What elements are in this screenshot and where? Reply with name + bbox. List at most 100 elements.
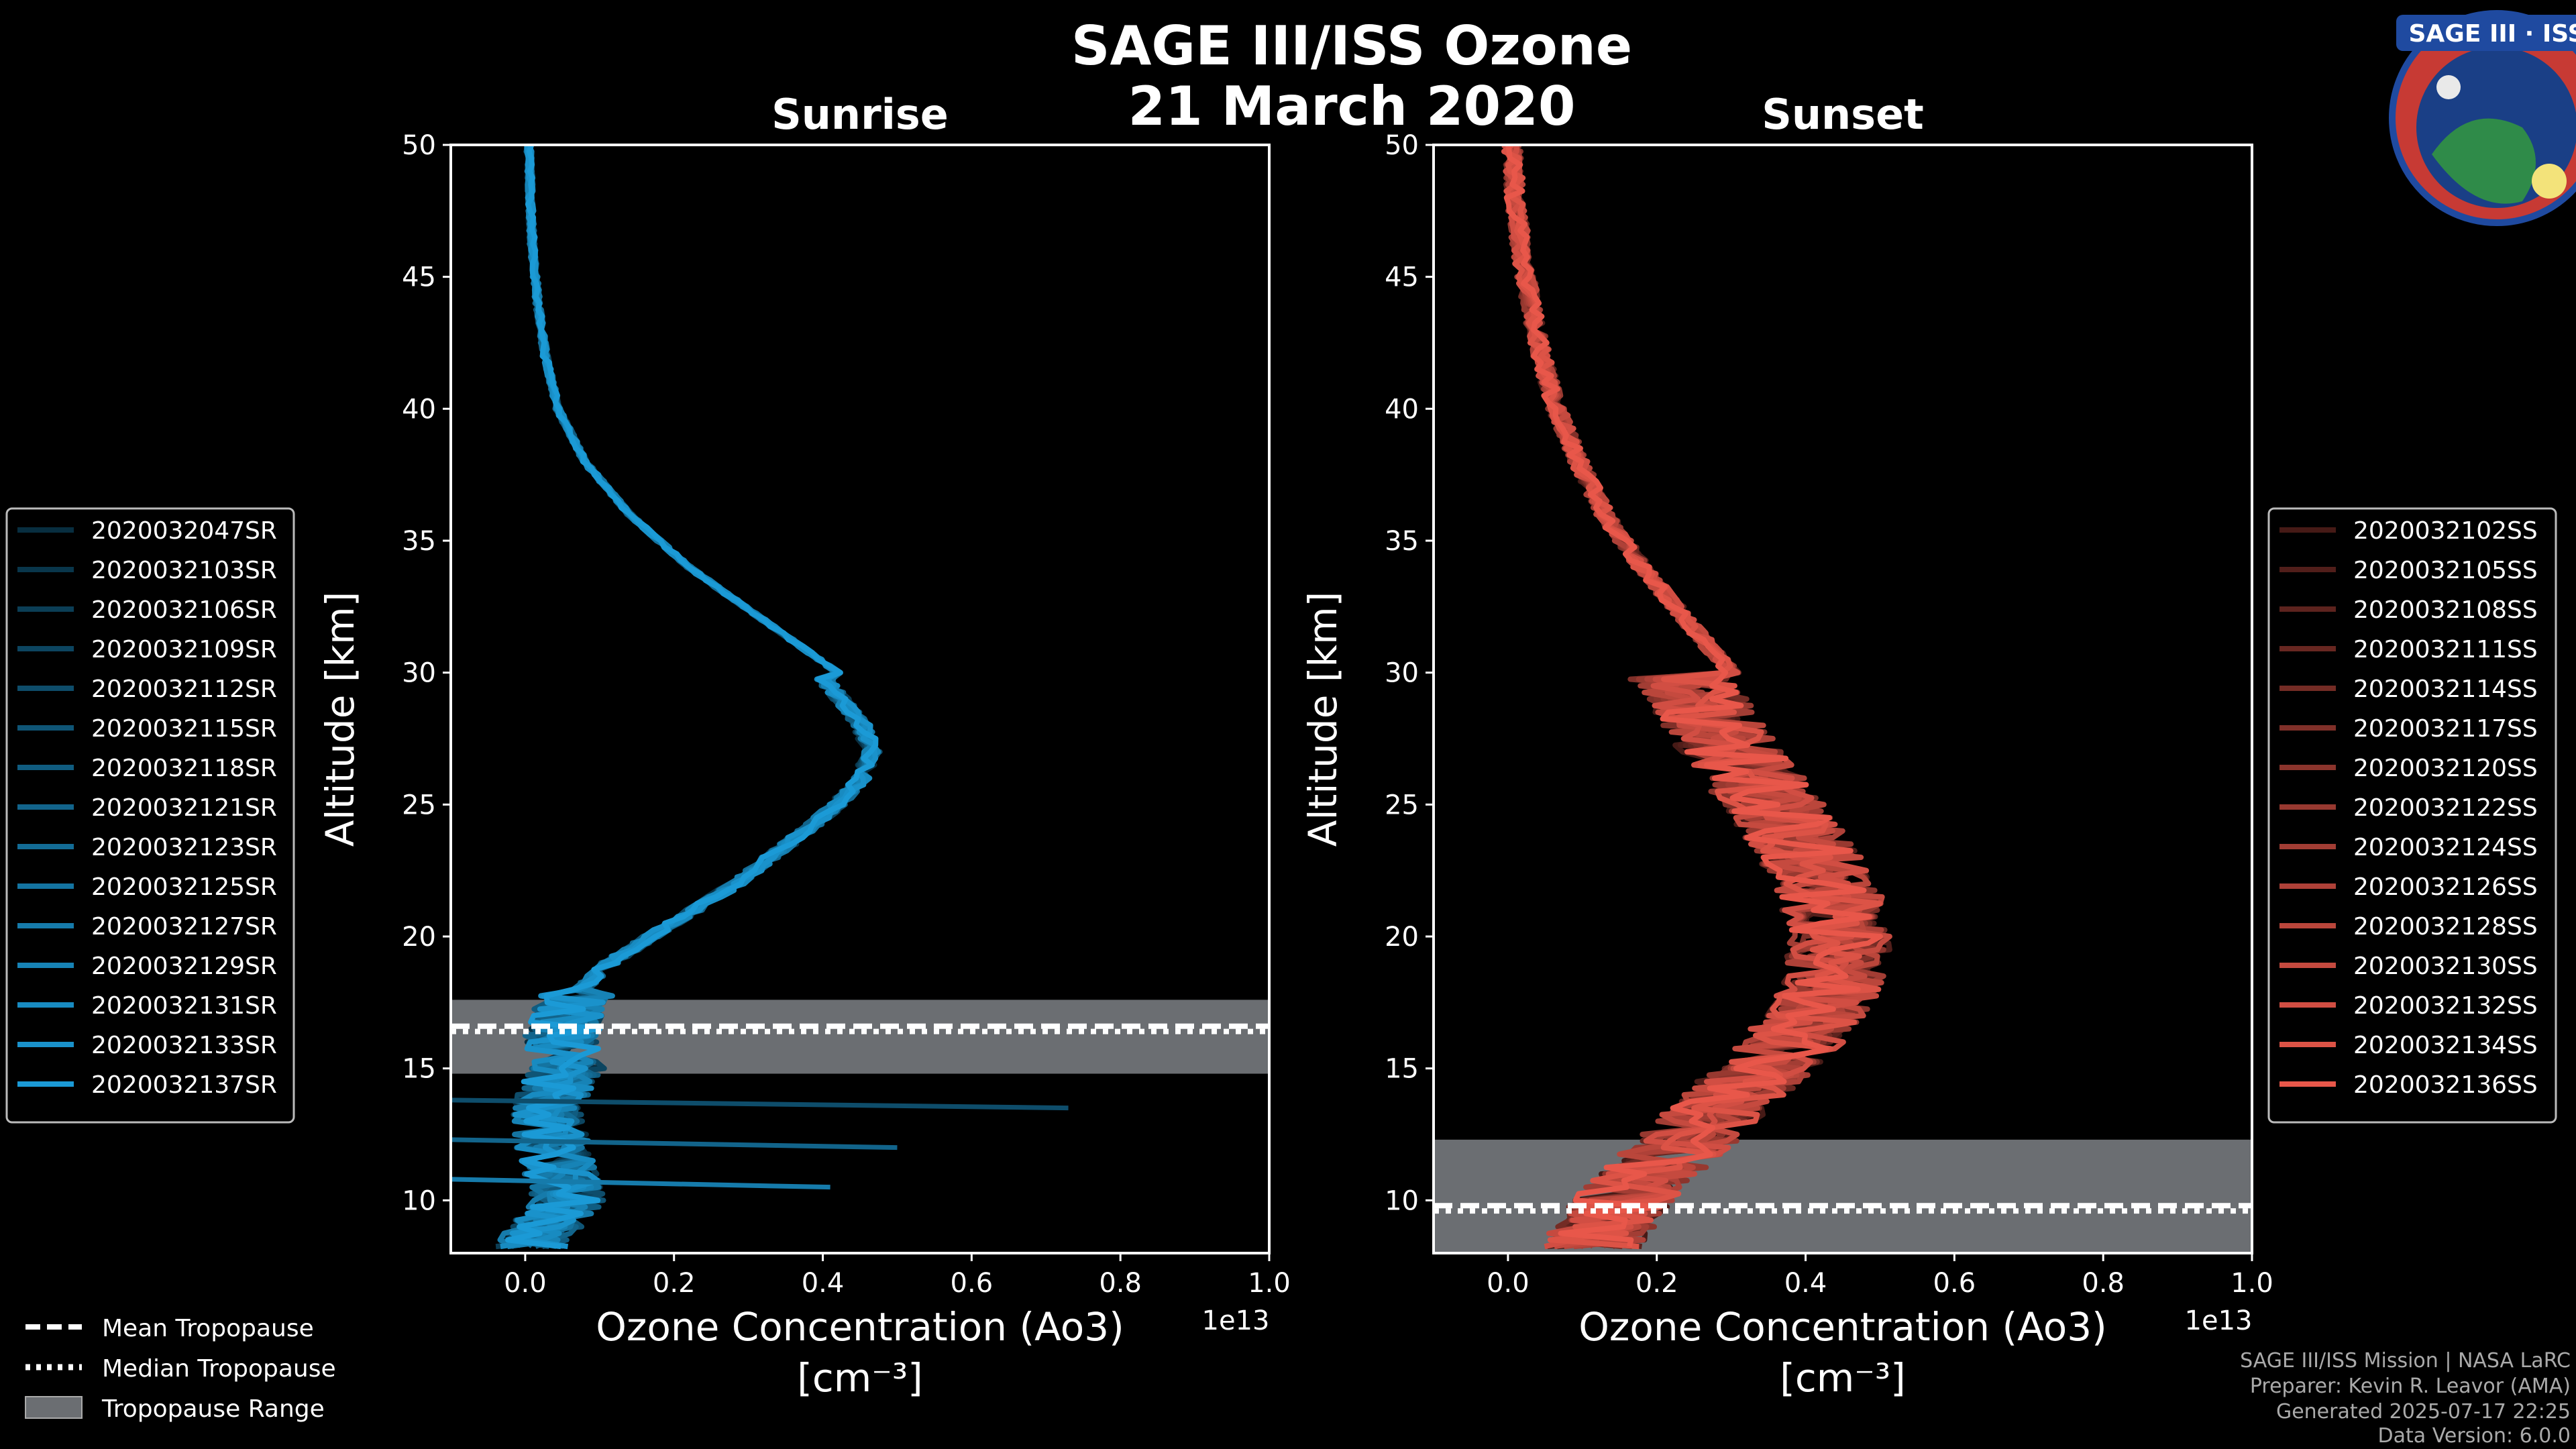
y-tick-label: 45 xyxy=(402,262,436,293)
sunrise-panel: 0.0 0.2 0.4 0.6 0.8 1.0 10 15 20 25 30 35 40 45 50 Sunr… xyxy=(317,90,1291,1401)
profile-spike xyxy=(451,1097,1069,1111)
profile-lines xyxy=(451,145,1069,1250)
y-axis-label: Altitude [km] xyxy=(317,592,363,847)
y-tick-label: 10 xyxy=(1385,1185,1419,1216)
y-tick-label: 40 xyxy=(402,394,436,425)
x-axis-units: [cm⁻³] xyxy=(1780,1355,1906,1401)
x-axis-label: Ozone Concentration (Ao3) xyxy=(596,1304,1124,1350)
legend-entry: 2020032128SS xyxy=(2353,913,2538,941)
legend-entry: 2020032123SR xyxy=(91,834,277,861)
credit-preparer: Preparer: Kevin R. Leavor (AMA) xyxy=(2250,1375,2571,1398)
legend-box xyxy=(5,507,295,1124)
legend-entry: 2020032127SR xyxy=(91,913,277,941)
legend-entry: 2020032129SR xyxy=(91,953,277,980)
x-tick-label: 0.6 xyxy=(1933,1268,1976,1299)
legend-median-tropopause: Median Tropopause xyxy=(102,1355,336,1383)
x-tick-label: 0.0 xyxy=(504,1268,547,1299)
mission-badge: SAGE III · ISS xyxy=(2389,10,2576,226)
x-tick-label: 0.6 xyxy=(951,1268,994,1299)
legend-entry: 2020032109SR xyxy=(91,636,277,663)
x-tick-label: 1.0 xyxy=(1248,1268,1291,1299)
legend-entry: 2020032137SR xyxy=(91,1071,277,1099)
y-tick-label: 15 xyxy=(1385,1054,1419,1085)
legend-entry: 2020032105SS xyxy=(2353,557,2538,584)
profile-lines xyxy=(1501,145,1892,1250)
figure-title: SAGE III/ISS Ozone xyxy=(1071,15,1632,77)
legend-entry: 2020032126SS xyxy=(2353,873,2538,901)
x-tick-label: 0.8 xyxy=(1099,1268,1142,1299)
legend-entry: 2020032120SS xyxy=(2353,755,2538,782)
x-tick-label: 0.4 xyxy=(802,1268,845,1299)
legend-entry: 2020032130SS xyxy=(2353,953,2538,980)
sunset-panel: 0.0 0.2 0.4 0.6 0.8 1.0 10 15 20 25 30 35 40 45 50 Suns… xyxy=(1300,90,2273,1401)
x-axis-multiplier: 1e13 xyxy=(2185,1305,2253,1336)
y-tick-label: 30 xyxy=(402,658,436,689)
profile-2020032136SS xyxy=(1503,145,1883,1248)
credits: SAGE III/ISS Mission | NASA LaRC Prepare… xyxy=(2240,1349,2571,1448)
y-tick-label: 35 xyxy=(402,526,436,557)
legend-entry: 2020032108SS xyxy=(2353,596,2538,624)
x-tick-label: 0.4 xyxy=(1784,1268,1827,1299)
axes-frame xyxy=(449,144,1271,1254)
legend-entry: 2020032132SS xyxy=(2353,992,2538,1020)
legend-entry: 2020032121SR xyxy=(91,794,277,822)
legend-box xyxy=(2267,507,2557,1124)
y-tick-label: 25 xyxy=(1385,790,1419,820)
tropopause-range-swatch xyxy=(25,1396,83,1419)
profile-2020032131SR xyxy=(500,145,881,1250)
x-tick-label: 0.2 xyxy=(1635,1268,1678,1299)
legend-entry: 2020032118SR xyxy=(91,755,277,782)
y-tick-label: 40 xyxy=(1385,394,1419,425)
sunset-legend: 2020032102SS 2020032105SS 2020032108SS 2020… xyxy=(2267,507,2557,1124)
legend-entry: 2020032047SR xyxy=(91,517,277,545)
y-tick-label: 10 xyxy=(402,1185,436,1216)
legend-entry: 2020032102SS xyxy=(2353,517,2538,545)
legend-entry: 2020032115SR xyxy=(91,715,277,743)
credit-data-version: Data Version: 6.0.0 xyxy=(2378,1424,2571,1448)
legend-entry: 2020032125SR xyxy=(91,873,277,901)
profile-spike xyxy=(451,1177,830,1190)
x-tick-label: 0.2 xyxy=(653,1268,696,1299)
x-axis-multiplier: 1e13 xyxy=(1202,1305,1270,1336)
y-tick-label: 20 xyxy=(1385,922,1419,953)
legend-entry: 2020032114SS xyxy=(2353,676,2538,703)
profile-2020032137SR xyxy=(505,145,879,1250)
x-tick-label: 1.0 xyxy=(2231,1268,2273,1299)
legend-entry: 2020032133SR xyxy=(91,1032,277,1059)
credit-generated: Generated 2025-07-17 22:25 xyxy=(2276,1400,2571,1424)
x-axis-units: [cm⁻³] xyxy=(797,1355,923,1401)
legend-entry: 2020032111SS xyxy=(2353,636,2538,663)
axes-frame xyxy=(1432,144,2253,1254)
credit-mission: SAGE III/ISS Mission | NASA LaRC xyxy=(2240,1349,2571,1373)
legend-entry: 2020032136SS xyxy=(2353,1071,2538,1099)
x-tick-label: 0.8 xyxy=(2082,1268,2125,1299)
badge-title: SAGE III · ISS xyxy=(2408,20,2576,48)
profile-spike xyxy=(451,1137,898,1150)
legend-entry: 2020032117SS xyxy=(2353,715,2538,743)
y-tick-label: 50 xyxy=(402,130,436,161)
panel-title: Sunset xyxy=(1762,90,1924,139)
legend-entry: 2020032131SR xyxy=(91,992,277,1020)
legend-entry: 2020032124SS xyxy=(2353,834,2538,861)
figure-subtitle: 21 March 2020 xyxy=(1128,75,1575,138)
legend-entry: 2020032134SS xyxy=(2353,1032,2538,1059)
x-axis-label: Ozone Concentration (Ao3) xyxy=(1578,1304,2107,1350)
legend-entry: 2020032106SR xyxy=(91,596,277,624)
profile-2020032133SR xyxy=(509,145,879,1250)
y-tick-label: 35 xyxy=(1385,526,1419,557)
y-axis-label: Altitude [km] xyxy=(1300,592,1346,847)
sunrise-legend: 2020032047SR 2020032103SR 2020032106SR 2020… xyxy=(5,507,295,1124)
y-tick-label: 25 xyxy=(402,790,436,820)
panel-title: Sunrise xyxy=(771,90,949,139)
y-tick-label: 30 xyxy=(1385,658,1419,689)
y-tick-label: 50 xyxy=(1385,130,1419,161)
x-tick-label: 0.0 xyxy=(1487,1268,1529,1299)
legend-mean-tropopause: Mean Tropopause xyxy=(102,1315,314,1342)
legend-entry: 2020032122SS xyxy=(2353,794,2538,822)
y-tick-label: 15 xyxy=(402,1054,436,1085)
tropopause-legend: Mean Tropopause Median Tropopause Tropop… xyxy=(25,1315,336,1423)
y-tick-label: 20 xyxy=(402,922,436,953)
legend-tropopause-range: Tropopause Range xyxy=(101,1395,325,1423)
legend-entry: 2020032103SR xyxy=(91,557,277,584)
